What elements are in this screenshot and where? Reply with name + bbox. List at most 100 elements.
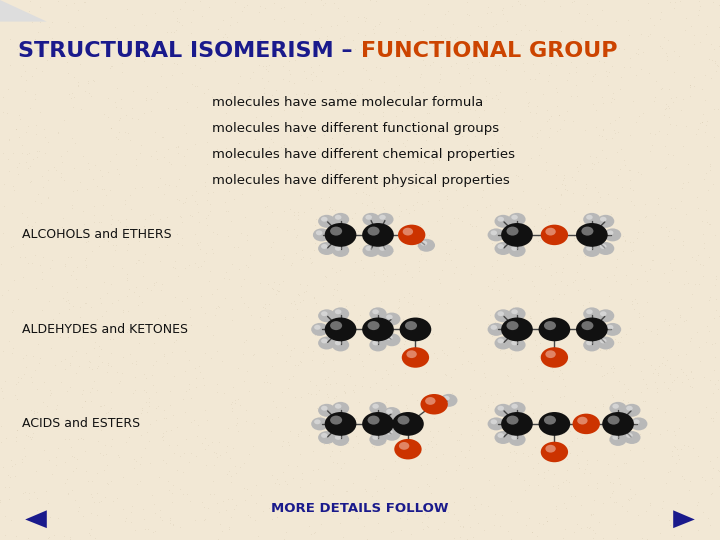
Point (125, 191, 136, 200)
Point (135, 409, 146, 417)
Point (640, 380, 652, 389)
Point (385, 528, 397, 537)
Point (516, 375, 527, 383)
Point (570, 230, 582, 238)
Point (36, 66, 48, 75)
Point (579, 465, 590, 474)
Point (78, 512, 89, 521)
Point (120, 221, 132, 230)
Point (665, 0, 676, 7)
Point (554, 289, 565, 298)
Point (511, 508, 523, 516)
Point (307, 76, 318, 84)
Point (370, 472, 382, 481)
Point (225, 89, 236, 97)
Point (420, 152, 431, 161)
Point (542, 76, 554, 85)
Point (355, 48, 366, 56)
Point (693, 251, 704, 259)
Point (120, 437, 132, 446)
Point (315, 178, 327, 186)
Point (607, 315, 618, 323)
Text: FUNCTIONAL GROUP: FUNCTIONAL GROUP (361, 41, 618, 62)
Point (637, 227, 649, 236)
Point (176, 217, 188, 226)
Point (64, 532, 76, 540)
Point (585, 469, 596, 477)
Point (184, 312, 195, 321)
Point (307, 465, 319, 474)
Point (686, 290, 698, 299)
Point (172, 239, 184, 247)
Point (137, 232, 148, 240)
Point (163, 158, 175, 166)
Point (158, 352, 170, 361)
Point (394, 24, 405, 32)
Point (587, 100, 598, 109)
Circle shape (597, 309, 614, 322)
Point (338, 168, 350, 177)
Point (486, 332, 498, 340)
Point (232, 363, 243, 372)
Point (378, 205, 390, 214)
Point (406, 273, 418, 282)
Point (323, 440, 334, 448)
Point (686, 252, 698, 261)
Point (334, 239, 346, 248)
Point (132, 115, 144, 124)
Point (110, 132, 122, 141)
Point (400, 401, 411, 409)
Point (72, 507, 84, 515)
Point (202, 504, 214, 512)
Point (600, 428, 611, 436)
Point (61, 147, 73, 156)
Point (66, 204, 78, 212)
Point (254, 313, 266, 322)
Point (660, 223, 672, 232)
Point (659, 361, 670, 370)
Point (449, 35, 461, 43)
Point (355, 40, 366, 49)
Point (312, 464, 323, 473)
Point (102, 408, 113, 417)
Point (174, 452, 186, 461)
Circle shape (318, 336, 336, 349)
Point (592, 455, 603, 464)
Point (350, 431, 361, 440)
Point (572, 458, 584, 467)
Point (58, 532, 69, 540)
Point (461, 535, 472, 540)
Point (591, 20, 603, 29)
Point (2, 285, 14, 294)
Point (266, 284, 278, 292)
Point (0, 180, 9, 188)
Point (2, 470, 14, 479)
Point (534, 125, 545, 134)
Point (428, 156, 439, 164)
Point (163, 180, 175, 189)
Point (267, 396, 279, 405)
Point (272, 287, 284, 295)
Point (341, 496, 352, 505)
Point (84, 328, 95, 336)
Point (246, 37, 258, 45)
Point (341, 301, 352, 310)
Point (539, 326, 550, 335)
Point (606, 133, 618, 142)
Point (30, 197, 41, 205)
Point (278, 16, 289, 25)
Point (333, 210, 344, 219)
Point (552, 484, 563, 493)
Point (0, 483, 11, 491)
Circle shape (372, 309, 379, 314)
Point (125, 508, 136, 516)
Point (86, 477, 97, 485)
Point (597, 400, 608, 408)
Point (323, 193, 335, 201)
Point (404, 434, 415, 443)
Point (508, 418, 519, 427)
Point (125, 517, 136, 526)
Point (192, 240, 204, 249)
Point (184, 52, 195, 61)
Point (179, 264, 191, 272)
